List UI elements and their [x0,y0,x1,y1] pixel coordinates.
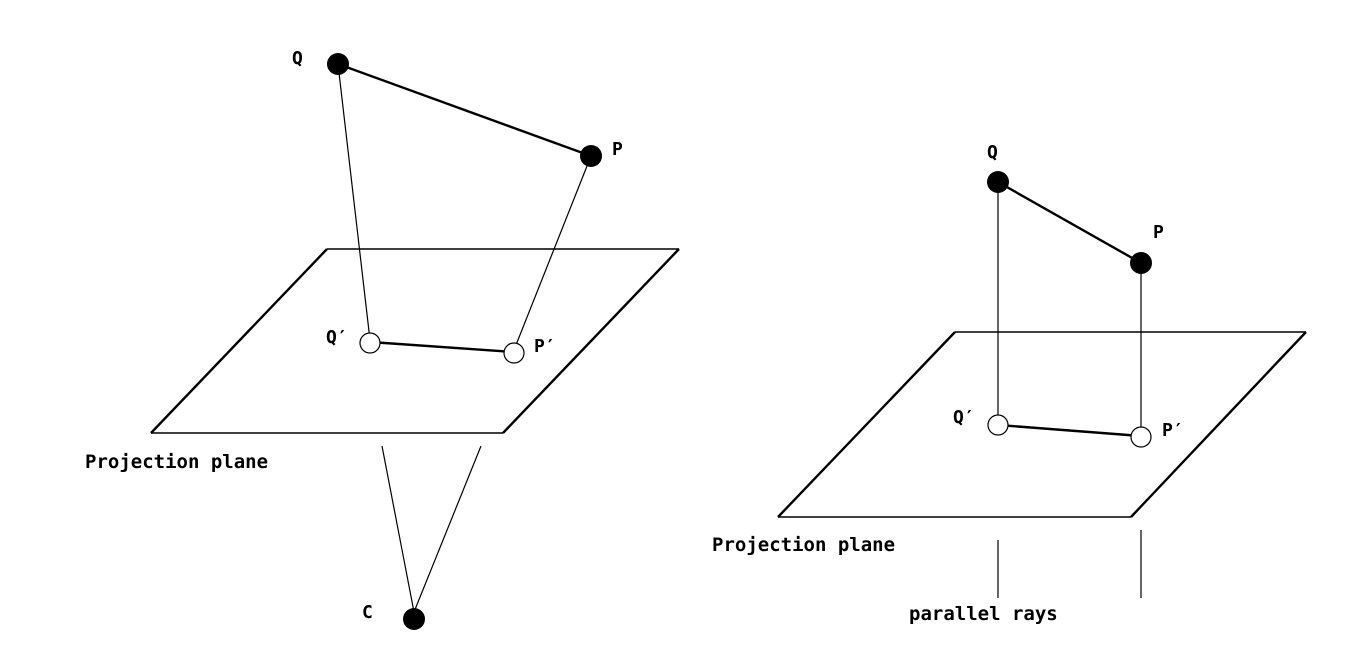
right-label-p: P [1153,222,1164,243]
left-segment-q-prime-p-prime [369,340,515,354]
left-point-q-prime [359,332,381,354]
parallel-projection: Q P Q′ P′ Projection plane parallel rays [712,142,1307,625]
left-point-q [327,53,349,75]
left-ray-p [513,155,592,351]
right-segment-q-prime-p-prime [997,423,1142,438]
left-label-p: P [612,139,623,160]
left-label-c: C [362,602,373,623]
left-plane-caption: Projection plane [85,451,268,473]
right-segment-qp [997,180,1142,265]
left-segment-qp [337,62,592,158]
left-label-q: Q [292,48,303,69]
right-point-p [1130,252,1152,274]
left-label-q-prime: Q′ [326,327,348,348]
right-point-p-prime [1130,426,1152,448]
right-plane-caption: Projection plane [712,534,895,556]
right-plane-right-edge [1130,331,1307,518]
right-plane-left-edge [777,331,956,518]
right-point-q-prime [987,414,1009,436]
left-label-p-prime: P′ [534,336,556,357]
left-ray-below-1 [381,445,415,613]
right-label-q: Q [987,142,998,163]
left-plane-left-edge [150,248,328,434]
left-ray-q [337,63,371,341]
perspective-projection: Q P Q′ P′ C Projection plane [85,48,680,630]
right-label-q-prime: Q′ [953,407,975,428]
left-plane-right-edge [502,248,680,434]
right-label-p-prime: P′ [1162,420,1184,441]
left-ray-below-2 [413,445,482,613]
right-rays-caption: parallel rays [909,603,1058,625]
left-point-c [403,608,425,630]
left-point-p-prime [503,342,525,364]
left-point-p [580,145,602,167]
right-point-q [987,171,1009,193]
